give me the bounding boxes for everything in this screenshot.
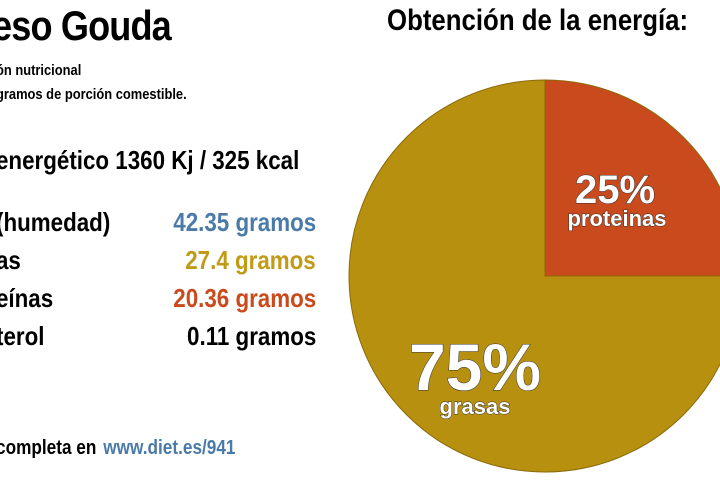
nutrient-label-fat: as xyxy=(0,245,21,275)
pie-slice-proteinas xyxy=(544,79,720,277)
subtitle-line-2: gramos de porción comestible. xyxy=(0,86,187,103)
nutrient-label-protein: eínas xyxy=(0,283,54,313)
energy-value: energético 1360 Kj / 325 kcal xyxy=(0,145,300,175)
pie-name-label-proteinas: proteinas xyxy=(567,206,666,231)
footer: completa en www.diet.es/941 xyxy=(0,437,235,460)
pie-name-label-grasas: grasas xyxy=(440,394,511,419)
nutrient-value-water: 42.35 gramos xyxy=(173,207,316,237)
footer-text: completa en xyxy=(0,437,97,459)
subtitle-line-1: ón nutricional xyxy=(0,62,82,79)
pie-percent-label-proteinas: 25% xyxy=(575,168,655,212)
pie-percent-label-grasas: 75% xyxy=(409,330,541,404)
nutrient-value-cholesterol: 0.11 gramos xyxy=(186,321,316,351)
nutrient-value-protein: 20.36 gramos xyxy=(173,283,316,313)
page-title: eso Gouda xyxy=(0,2,172,49)
nutrient-label-cholesterol: terol xyxy=(0,321,45,351)
nutrient-value-fat: 27.4 gramos xyxy=(185,245,316,275)
nutrient-label-water: (humedad) xyxy=(0,207,111,237)
pie-slice-grasas xyxy=(348,79,720,473)
chart-title: Obtención de la energía: xyxy=(386,4,688,37)
footer-link[interactable]: www.diet.es/941 xyxy=(103,437,236,459)
